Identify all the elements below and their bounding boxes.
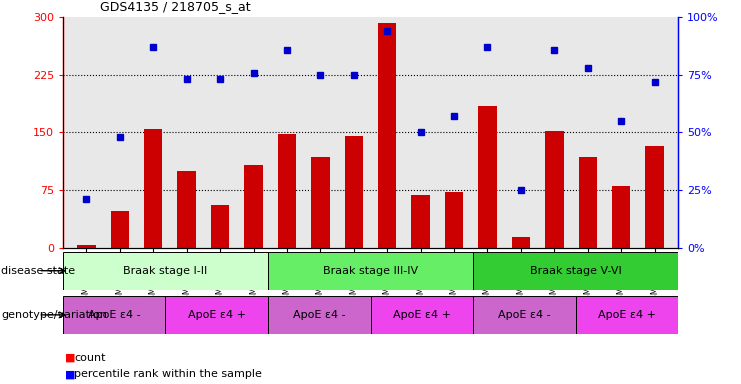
Bar <box>445 192 463 248</box>
Bar <box>370 296 473 334</box>
Text: percentile rank within the sample: percentile rank within the sample <box>74 369 262 379</box>
Bar <box>378 23 396 248</box>
Bar <box>177 171 196 248</box>
Text: ApoE ε4 +: ApoE ε4 + <box>598 310 656 320</box>
Text: ■: ■ <box>65 353 76 363</box>
Bar <box>645 146 664 248</box>
Bar <box>579 157 597 248</box>
Bar <box>278 134 296 248</box>
Bar <box>473 252 678 290</box>
Bar <box>478 106 496 248</box>
Text: ■: ■ <box>65 369 76 379</box>
Text: ApoE ε4 -: ApoE ε4 - <box>498 310 551 320</box>
Bar <box>77 245 96 248</box>
Bar <box>545 131 564 248</box>
Bar <box>268 252 473 290</box>
Bar <box>473 296 576 334</box>
Text: Braak stage I-II: Braak stage I-II <box>123 266 207 276</box>
Bar <box>165 296 268 334</box>
Text: Braak stage V-VI: Braak stage V-VI <box>530 266 622 276</box>
Text: ApoE ε4 +: ApoE ε4 + <box>393 310 451 320</box>
Bar <box>63 296 165 334</box>
Text: ApoE ε4 +: ApoE ε4 + <box>187 310 246 320</box>
Bar <box>576 296 678 334</box>
Bar <box>144 129 162 248</box>
Text: ApoE ε4 -: ApoE ε4 - <box>88 310 141 320</box>
Bar <box>311 157 330 248</box>
Bar <box>612 186 631 248</box>
Text: GDS4135 / 218705_s_at: GDS4135 / 218705_s_at <box>100 0 250 13</box>
Text: Braak stage III-IV: Braak stage III-IV <box>323 266 418 276</box>
Bar <box>245 165 263 248</box>
Text: genotype/variation: genotype/variation <box>1 310 107 320</box>
Text: count: count <box>74 353 106 363</box>
Bar <box>512 237 530 248</box>
Bar <box>268 296 370 334</box>
Bar <box>411 195 430 248</box>
Bar <box>63 252 268 290</box>
Bar <box>211 205 229 248</box>
Text: disease state: disease state <box>1 266 76 276</box>
Bar <box>110 211 129 248</box>
Bar <box>345 136 363 248</box>
Text: ApoE ε4 -: ApoE ε4 - <box>293 310 345 320</box>
